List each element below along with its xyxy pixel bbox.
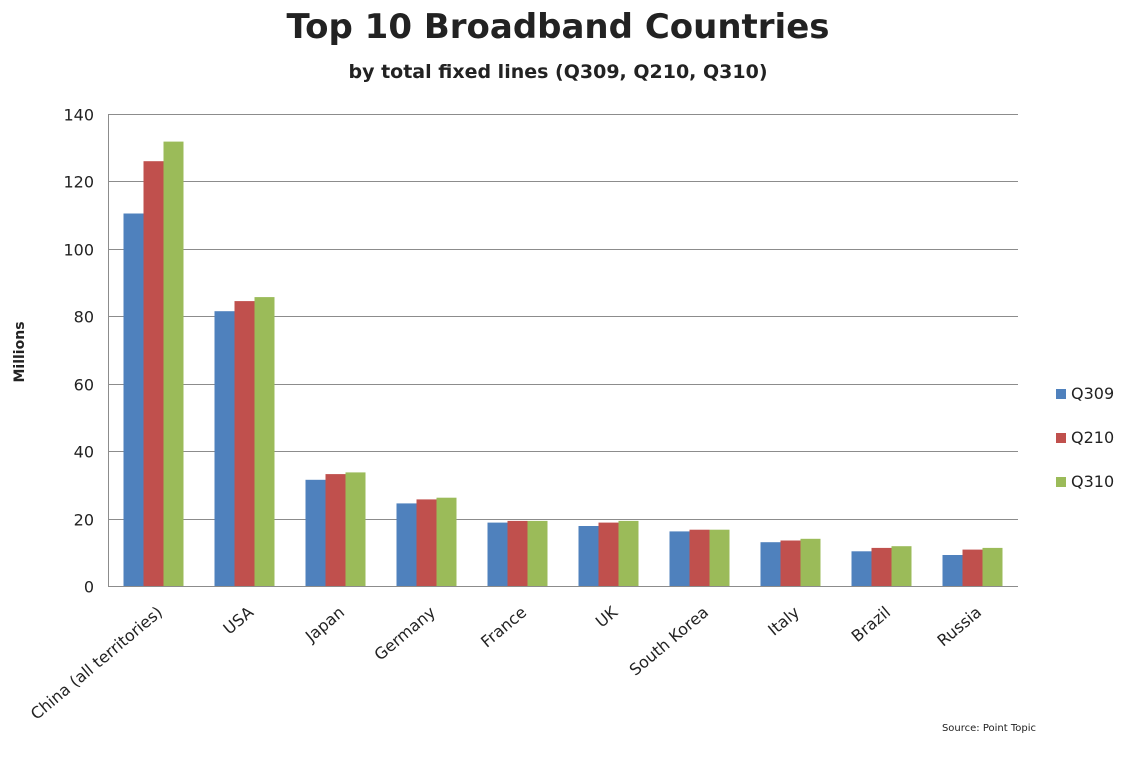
x-tick-label: Brazil xyxy=(848,603,894,646)
bar-q310-0 xyxy=(163,141,184,586)
legend-label: Q309 xyxy=(1071,384,1114,403)
x-tick-label: Italy xyxy=(764,603,803,640)
chart-title: Top 10 Broadband Countries xyxy=(286,7,829,47)
x-tick-label: UK xyxy=(592,602,622,631)
bar-q210-4 xyxy=(507,520,528,586)
x-tick-label: USA xyxy=(219,602,257,638)
bar-q310-1 xyxy=(254,297,275,586)
bar-q309-1 xyxy=(214,311,235,586)
y-tick-label: 120 xyxy=(63,173,94,192)
bar-q309-3 xyxy=(396,503,417,586)
bar-q310-3 xyxy=(436,497,457,586)
legend-label: Q310 xyxy=(1071,472,1114,491)
chart-subtitle: by total fixed lines (Q309, Q210, Q310) xyxy=(348,61,767,83)
bar-q210-2 xyxy=(325,474,346,586)
bar-q210-5 xyxy=(598,522,619,586)
bars xyxy=(123,141,1003,586)
bar-q309-0 xyxy=(123,213,144,586)
bar-q309-4 xyxy=(487,522,508,586)
bar-q309-7 xyxy=(760,542,781,586)
bar-q310-5 xyxy=(618,520,639,586)
bar-q309-9 xyxy=(942,555,963,586)
y-tick-label: 60 xyxy=(74,376,94,395)
y-axis-ticks: 0 20 40 60 80 100 120 140 xyxy=(63,106,94,597)
bar-q309-2 xyxy=(305,479,326,586)
legend-swatch-q210 xyxy=(1056,433,1066,443)
bar-q210-3 xyxy=(416,499,437,586)
y-tick-label: 0 xyxy=(84,578,94,597)
bar-q210-8 xyxy=(871,547,892,586)
y-tick-label: 20 xyxy=(74,511,94,530)
legend-label: Q210 xyxy=(1071,428,1114,447)
legend-swatch-q309 xyxy=(1056,389,1066,399)
y-tick-label: 140 xyxy=(63,106,94,125)
x-tick-label: South Korea xyxy=(626,603,712,680)
x-tick-label: France xyxy=(477,603,530,652)
source-note: Source: Point Topic xyxy=(942,723,1036,734)
x-tick-label: Japan xyxy=(301,603,348,647)
bar-q310-9 xyxy=(982,547,1003,586)
bar-q310-4 xyxy=(527,520,548,586)
bar-q310-2 xyxy=(345,472,366,586)
bar-q210-9 xyxy=(962,549,983,586)
legend: Q309 Q210 Q310 xyxy=(1056,384,1114,491)
legend-swatch-q310 xyxy=(1056,477,1066,487)
bar-q310-7 xyxy=(800,538,821,586)
bar-q210-1 xyxy=(234,301,255,586)
y-tick-label: 100 xyxy=(63,241,94,260)
bar-q309-5 xyxy=(578,526,599,586)
bar-q210-7 xyxy=(780,540,801,586)
bar-q309-8 xyxy=(851,551,872,586)
y-axis-label: Millions xyxy=(12,321,28,382)
x-tick-label: Russia xyxy=(933,603,985,651)
y-tick-label: 40 xyxy=(74,443,94,462)
bar-q210-0 xyxy=(143,161,164,586)
x-axis-ticks: China (all territories) USA Japan Germany Fr… xyxy=(27,602,985,723)
y-tick-label: 80 xyxy=(74,308,94,327)
bar-q310-6 xyxy=(709,529,730,586)
bar-q210-6 xyxy=(689,529,710,586)
bar-q309-6 xyxy=(669,531,690,586)
x-tick-label: Germany xyxy=(371,603,440,665)
bar-q310-8 xyxy=(891,546,912,586)
x-tick-label: China (all territories) xyxy=(27,603,166,724)
